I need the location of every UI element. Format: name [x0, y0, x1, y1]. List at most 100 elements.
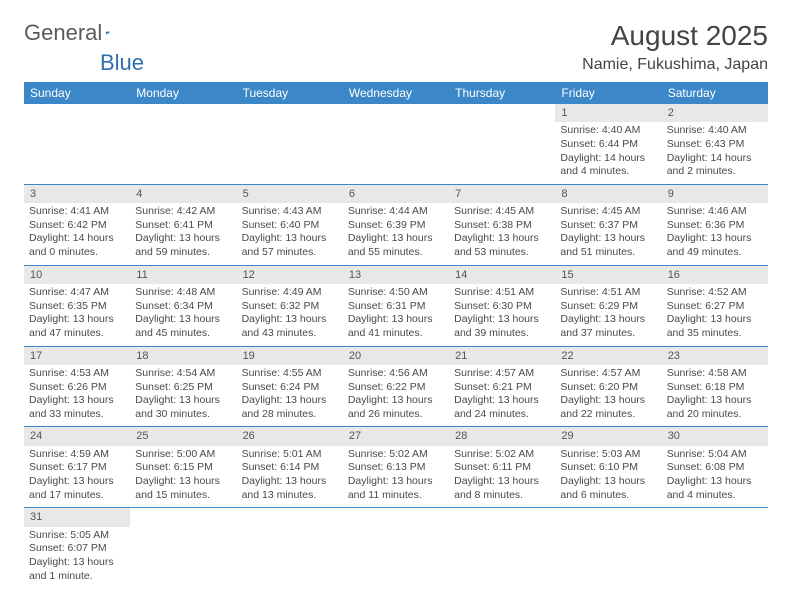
calendar-day-cell: 24Sunrise: 4:59 AMSunset: 6:17 PMDayligh… — [24, 427, 130, 508]
calendar-day-cell: 16Sunrise: 4:52 AMSunset: 6:27 PMDayligh… — [662, 265, 768, 346]
day-number: 13 — [343, 266, 449, 284]
daylight-text: Daylight: 13 hours and 39 minutes. — [454, 313, 550, 340]
day-details: Sunrise: 4:51 AMSunset: 6:30 PMDaylight:… — [454, 286, 550, 341]
sunrise-text: Sunrise: 4:40 AM — [560, 124, 656, 138]
daylight-text: Daylight: 14 hours and 4 minutes. — [560, 152, 656, 179]
day-number: 17 — [24, 347, 130, 365]
daylight-text: Daylight: 13 hours and 33 minutes. — [29, 394, 125, 421]
day-number: 2 — [662, 104, 768, 122]
daylight-text: Daylight: 13 hours and 20 minutes. — [667, 394, 763, 421]
sunset-text: Sunset: 6:14 PM — [242, 461, 338, 475]
day-number: 27 — [343, 427, 449, 445]
sunrise-text: Sunrise: 4:43 AM — [242, 205, 338, 219]
daylight-text: Daylight: 13 hours and 57 minutes. — [242, 232, 338, 259]
daylight-text: Daylight: 13 hours and 8 minutes. — [454, 475, 550, 502]
sunset-text: Sunset: 6:30 PM — [454, 300, 550, 314]
sunset-text: Sunset: 6:31 PM — [348, 300, 444, 314]
calendar-day-cell: 22Sunrise: 4:57 AMSunset: 6:20 PMDayligh… — [555, 346, 661, 427]
sunrise-text: Sunrise: 4:41 AM — [29, 205, 125, 219]
sunrise-text: Sunrise: 4:49 AM — [242, 286, 338, 300]
calendar-empty-cell — [130, 104, 236, 184]
day-number: 26 — [237, 427, 343, 445]
day-details: Sunrise: 4:45 AMSunset: 6:37 PMDaylight:… — [560, 205, 656, 260]
calendar-week-row: 31Sunrise: 5:05 AMSunset: 6:07 PMDayligh… — [24, 508, 768, 588]
sunrise-text: Sunrise: 4:45 AM — [560, 205, 656, 219]
calendar-week-row: 1Sunrise: 4:40 AMSunset: 6:44 PMDaylight… — [24, 104, 768, 184]
calendar-empty-cell — [449, 104, 555, 184]
sunrise-text: Sunrise: 4:46 AM — [667, 205, 763, 219]
calendar-day-cell: 25Sunrise: 5:00 AMSunset: 6:15 PMDayligh… — [130, 427, 236, 508]
daylight-text: Daylight: 13 hours and 17 minutes. — [29, 475, 125, 502]
calendar-week-row: 10Sunrise: 4:47 AMSunset: 6:35 PMDayligh… — [24, 265, 768, 346]
day-details: Sunrise: 4:44 AMSunset: 6:39 PMDaylight:… — [348, 205, 444, 260]
daylight-text: Daylight: 13 hours and 13 minutes. — [242, 475, 338, 502]
daylight-text: Daylight: 13 hours and 4 minutes. — [667, 475, 763, 502]
sunrise-text: Sunrise: 4:48 AM — [135, 286, 231, 300]
sunset-text: Sunset: 6:34 PM — [135, 300, 231, 314]
sunrise-text: Sunrise: 5:00 AM — [135, 448, 231, 462]
sunset-text: Sunset: 6:10 PM — [560, 461, 656, 475]
day-details: Sunrise: 4:42 AMSunset: 6:41 PMDaylight:… — [135, 205, 231, 260]
sunrise-text: Sunrise: 4:45 AM — [454, 205, 550, 219]
sunrise-text: Sunrise: 4:54 AM — [135, 367, 231, 381]
calendar-empty-cell — [24, 104, 130, 184]
sunrise-text: Sunrise: 4:52 AM — [667, 286, 763, 300]
sunrise-text: Sunrise: 5:01 AM — [242, 448, 338, 462]
calendar-day-cell: 30Sunrise: 5:04 AMSunset: 6:08 PMDayligh… — [662, 427, 768, 508]
sunset-text: Sunset: 6:36 PM — [667, 219, 763, 233]
calendar-day-cell: 2Sunrise: 4:40 AMSunset: 6:43 PMDaylight… — [662, 104, 768, 184]
daylight-text: Daylight: 13 hours and 45 minutes. — [135, 313, 231, 340]
logo-word1: General — [24, 20, 102, 46]
sunrise-text: Sunrise: 5:02 AM — [454, 448, 550, 462]
calendar-day-cell: 28Sunrise: 5:02 AMSunset: 6:11 PMDayligh… — [449, 427, 555, 508]
calendar-empty-cell — [449, 508, 555, 588]
sunset-text: Sunset: 6:39 PM — [348, 219, 444, 233]
day-details: Sunrise: 4:57 AMSunset: 6:20 PMDaylight:… — [560, 367, 656, 422]
sunrise-text: Sunrise: 4:42 AM — [135, 205, 231, 219]
sunrise-text: Sunrise: 4:55 AM — [242, 367, 338, 381]
sunset-text: Sunset: 6:21 PM — [454, 381, 550, 395]
calendar-day-cell: 23Sunrise: 4:58 AMSunset: 6:18 PMDayligh… — [662, 346, 768, 427]
sunset-text: Sunset: 6:41 PM — [135, 219, 231, 233]
sunrise-text: Sunrise: 4:53 AM — [29, 367, 125, 381]
sunset-text: Sunset: 6:25 PM — [135, 381, 231, 395]
day-details: Sunrise: 4:40 AMSunset: 6:44 PMDaylight:… — [560, 124, 656, 179]
weekday-header: Wednesday — [343, 82, 449, 104]
day-number: 14 — [449, 266, 555, 284]
calendar-empty-cell — [555, 508, 661, 588]
sunrise-text: Sunrise: 4:57 AM — [454, 367, 550, 381]
day-details: Sunrise: 4:41 AMSunset: 6:42 PMDaylight:… — [29, 205, 125, 260]
daylight-text: Daylight: 14 hours and 0 minutes. — [29, 232, 125, 259]
daylight-text: Daylight: 13 hours and 43 minutes. — [242, 313, 338, 340]
day-details: Sunrise: 5:01 AMSunset: 6:14 PMDaylight:… — [242, 448, 338, 503]
sunrise-text: Sunrise: 4:50 AM — [348, 286, 444, 300]
sunset-text: Sunset: 6:22 PM — [348, 381, 444, 395]
day-number: 5 — [237, 185, 343, 203]
day-details: Sunrise: 4:52 AMSunset: 6:27 PMDaylight:… — [667, 286, 763, 341]
calendar-day-cell: 18Sunrise: 4:54 AMSunset: 6:25 PMDayligh… — [130, 346, 236, 427]
calendar-day-cell: 15Sunrise: 4:51 AMSunset: 6:29 PMDayligh… — [555, 265, 661, 346]
day-details: Sunrise: 5:00 AMSunset: 6:15 PMDaylight:… — [135, 448, 231, 503]
daylight-text: Daylight: 13 hours and 53 minutes. — [454, 232, 550, 259]
day-details: Sunrise: 4:47 AMSunset: 6:35 PMDaylight:… — [29, 286, 125, 341]
sunset-text: Sunset: 6:27 PM — [667, 300, 763, 314]
daylight-text: Daylight: 13 hours and 55 minutes. — [348, 232, 444, 259]
daylight-text: Daylight: 13 hours and 1 minute. — [29, 556, 125, 583]
sunset-text: Sunset: 6:29 PM — [560, 300, 656, 314]
daylight-text: Daylight: 13 hours and 28 minutes. — [242, 394, 338, 421]
calendar-table: SundayMondayTuesdayWednesdayThursdayFrid… — [24, 82, 768, 588]
daylight-text: Daylight: 13 hours and 11 minutes. — [348, 475, 444, 502]
sunrise-text: Sunrise: 5:05 AM — [29, 529, 125, 543]
sunset-text: Sunset: 6:11 PM — [454, 461, 550, 475]
calendar-day-cell: 8Sunrise: 4:45 AMSunset: 6:37 PMDaylight… — [555, 184, 661, 265]
day-number: 23 — [662, 347, 768, 365]
day-number: 29 — [555, 427, 661, 445]
daylight-text: Daylight: 13 hours and 15 minutes. — [135, 475, 231, 502]
day-number: 21 — [449, 347, 555, 365]
calendar-day-cell: 20Sunrise: 4:56 AMSunset: 6:22 PMDayligh… — [343, 346, 449, 427]
calendar-day-cell: 13Sunrise: 4:50 AMSunset: 6:31 PMDayligh… — [343, 265, 449, 346]
day-number: 19 — [237, 347, 343, 365]
sunrise-text: Sunrise: 4:51 AM — [560, 286, 656, 300]
daylight-text: Daylight: 13 hours and 49 minutes. — [667, 232, 763, 259]
sunset-text: Sunset: 6:13 PM — [348, 461, 444, 475]
